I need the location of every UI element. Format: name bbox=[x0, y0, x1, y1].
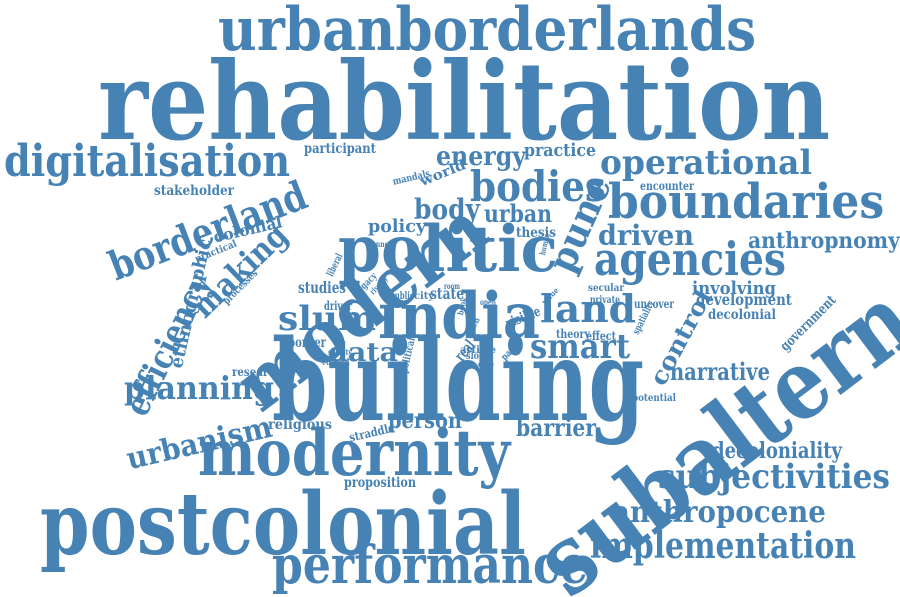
word-religious: religious bbox=[268, 417, 333, 433]
word-urbanborderlands: urbanborderlands bbox=[218, 0, 757, 65]
word-annex: annex bbox=[372, 239, 392, 249]
word-postcolonial: postcolonial bbox=[40, 474, 526, 575]
word-india: india bbox=[378, 279, 540, 354]
word-proposition: proposition bbox=[344, 475, 417, 491]
word-subjectivities: subjectivities bbox=[658, 457, 890, 497]
word-rehabilitation: rehabilitation bbox=[98, 39, 831, 165]
word-state: state bbox=[430, 284, 465, 303]
word-participant: participant bbox=[304, 141, 376, 157]
word-barrier: barrier bbox=[516, 413, 596, 442]
word-performance: performance bbox=[272, 535, 588, 596]
word-slope: slope bbox=[466, 351, 491, 362]
word-current: current bbox=[322, 357, 350, 368]
word-boundaries: boundaries bbox=[608, 174, 885, 230]
word-operational: operational bbox=[600, 143, 812, 183]
word-decolonial: decolonial bbox=[708, 307, 776, 323]
word-article: article bbox=[460, 345, 496, 356]
word-open: open bbox=[480, 297, 496, 307]
word-society: society bbox=[328, 347, 353, 357]
word-practice: practice bbox=[524, 140, 596, 161]
word-land: land bbox=[540, 286, 636, 331]
word-room: room bbox=[444, 281, 461, 291]
word-public: public bbox=[390, 291, 415, 302]
word-encounter: encounter bbox=[640, 179, 695, 193]
word-smart: smart bbox=[530, 327, 631, 367]
word-digitalisation: digitalisation bbox=[4, 136, 291, 187]
word-studies: studies bbox=[298, 278, 346, 297]
word-driver: driver bbox=[324, 299, 352, 313]
word-stakeholder: stakeholder bbox=[154, 183, 235, 199]
word-person: person bbox=[388, 408, 463, 434]
word-anthropnomy: anthropnomy bbox=[748, 228, 900, 254]
word-border: border bbox=[288, 335, 327, 351]
word-development: development bbox=[696, 290, 792, 309]
word-uncover: uncover bbox=[634, 297, 675, 311]
word-implementation: implementation bbox=[590, 525, 856, 567]
word-politic: politic bbox=[338, 212, 558, 287]
word-potential: potential bbox=[632, 393, 676, 404]
word-thesis: thesis bbox=[516, 225, 557, 241]
word-private: private bbox=[590, 295, 621, 306]
word-policy: policy bbox=[368, 216, 427, 237]
word-effect: effect bbox=[586, 329, 616, 343]
word-modernity: modernity bbox=[198, 416, 511, 491]
word-building: building bbox=[272, 316, 645, 447]
word-agencies: agencies bbox=[594, 232, 786, 286]
word-research: research bbox=[232, 365, 283, 379]
word-city: city bbox=[414, 291, 435, 302]
word-slum: slum bbox=[278, 299, 376, 339]
word-energy: energy bbox=[436, 142, 526, 172]
word-urban: urban bbox=[484, 199, 552, 228]
word-planning: planning bbox=[124, 369, 275, 407]
word-driven: driven bbox=[598, 219, 695, 252]
word-secular: secular bbox=[588, 283, 624, 294]
word-bodies: bodies bbox=[470, 162, 606, 211]
word-narrative: narrative bbox=[670, 357, 770, 386]
word-data: data bbox=[328, 338, 399, 368]
word-body: body bbox=[414, 193, 481, 226]
word-decoloniality: decoloniality bbox=[712, 438, 843, 464]
word-theory: theory bbox=[556, 327, 591, 341]
word-care: care bbox=[478, 359, 494, 369]
word-anthropocene: anthropocene bbox=[612, 495, 826, 530]
word-involving: involving bbox=[692, 278, 776, 299]
